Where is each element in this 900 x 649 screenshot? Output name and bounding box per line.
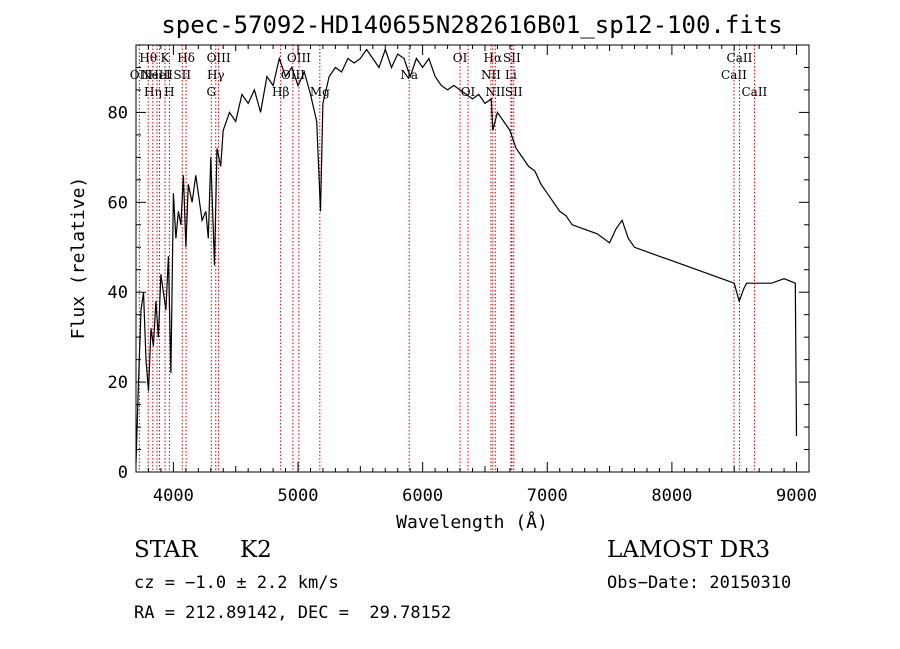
line-label: K — [161, 51, 171, 65]
line-label: CaII — [727, 51, 753, 65]
subclass: K2 — [240, 537, 272, 563]
line-label: H — [164, 85, 174, 99]
line-label: Hβ — [272, 85, 289, 99]
x-tick-label: 6000 — [402, 486, 443, 506]
y-tick-label: 80 — [108, 103, 128, 123]
x-axis-label: Wavelength (Å) — [396, 511, 548, 533]
chart-title: spec-57092-HD140655N282616B01_sp12-100.f… — [161, 11, 782, 39]
x-tick-label: 4000 — [153, 486, 194, 506]
line-label: Hδ — [177, 51, 195, 65]
line-label: NII — [481, 68, 501, 82]
spectral-line-markers: OIIHθHηNeIIIHeIKHSIIHδGHγOIIIHβOIIIOIIIM… — [130, 45, 768, 472]
object-class: STAR — [134, 537, 198, 563]
survey-name: LAMOST DR3 — [607, 537, 771, 563]
line-label: OIII — [281, 68, 305, 82]
observation-date: Obs−Date: 20150310 — [607, 573, 792, 593]
x-tick-label: 7000 — [527, 486, 568, 506]
line-label: G — [206, 85, 216, 99]
plot-frame — [135, 44, 810, 473]
x-tick-label: 5000 — [278, 486, 319, 506]
line-label: CaII — [741, 85, 767, 99]
line-label: NII — [485, 85, 505, 99]
spectrum-line — [135, 47, 798, 464]
line-label: Hγ — [207, 68, 225, 82]
y-tick-label: 40 — [108, 283, 128, 303]
y-tick-label: 0 — [118, 463, 128, 483]
coordinates-text: RA = 212.89142, DEC = 29.78152 — [134, 603, 452, 623]
line-label: OIII — [287, 51, 311, 65]
line-label: OI — [461, 85, 476, 99]
line-label: Hθ — [139, 51, 157, 65]
line-label: Li — [505, 68, 517, 82]
line-label: OIII — [207, 51, 231, 65]
y-tick-label: 60 — [108, 193, 128, 213]
x-tick-label: 9000 — [776, 486, 817, 506]
line-label: SII — [503, 51, 521, 65]
y-axis-label: Flux (relative) — [68, 177, 89, 340]
x-tick-label: 8000 — [651, 486, 692, 506]
line-label: SII — [505, 85, 523, 99]
line-label: OI — [453, 51, 468, 65]
line-label: SII — [173, 68, 191, 82]
y-tick-label: 20 — [108, 373, 128, 393]
redshift-text: cz = −1.0 ± 2.2 km/s — [134, 573, 339, 593]
line-label: OII — [130, 68, 150, 82]
line-label: HeI — [148, 68, 171, 82]
line-label: CaII — [721, 68, 747, 82]
line-label: Hα — [484, 51, 503, 65]
line-label: Hη — [144, 85, 162, 99]
y-axis-ticks: 0 20 40 60 80 — [108, 44, 809, 483]
line-label: NeIII — [141, 68, 173, 82]
x-axis-ticks: 4000 5000 6000 7000 8000 9000 — [135, 45, 817, 506]
